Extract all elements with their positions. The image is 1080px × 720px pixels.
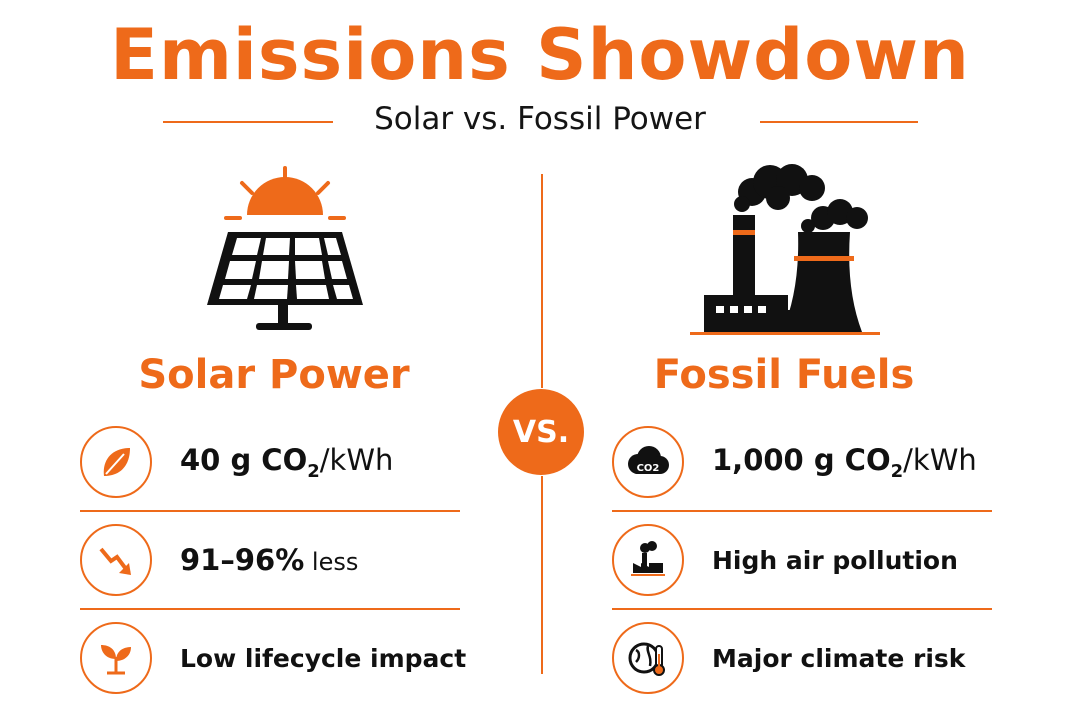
list-item: 40 g CO2/kWh (80, 414, 460, 510)
leaf-icon (80, 426, 152, 498)
solar-emission-value: 40 g CO2/kWh (180, 442, 394, 482)
smoke-icon (734, 164, 868, 233)
trend-down-arrow-icon (80, 524, 152, 596)
page-subtitle: Solar vs. Fossil Power (374, 101, 706, 137)
solar-stats-list: 40 g CO2/kWh 91–96% less Low lifecycle i… (80, 414, 466, 706)
center-divider-bottom (541, 476, 543, 674)
fossil-title: Fossil Fuels (653, 352, 915, 398)
fossil-emission-value: 1,000 g CO2/kWh (712, 442, 977, 482)
subtitle-rule-right (760, 121, 918, 123)
row-divider (80, 608, 460, 610)
factory-icon (612, 524, 684, 596)
list-item: CO2 1,000 g CO2/kWh (612, 414, 992, 510)
vs-badge: VS. (498, 389, 584, 475)
fossil-stats-list: CO2 1,000 g CO2/kWh High air pollution M… (612, 414, 992, 706)
center-divider-top (541, 174, 543, 388)
row-divider (80, 510, 460, 512)
fossil-climate-text: Major climate risk (712, 643, 966, 673)
list-item: Low lifecycle impact (80, 610, 466, 706)
co2-cloud-label: CO2 (637, 463, 660, 474)
solar-panel-icon (207, 232, 363, 330)
solar-lifecycle-text: Low lifecycle impact (180, 643, 467, 673)
list-item: Major climate risk (612, 610, 992, 706)
list-item: 91–96% less (80, 512, 460, 608)
solar-title: Solar Power (138, 352, 410, 398)
subtitle-rule-left (163, 121, 333, 123)
vs-label: VS. (512, 414, 570, 450)
factory-icon (690, 215, 880, 335)
sprout-icon (80, 622, 152, 694)
row-divider (612, 510, 992, 512)
fossil-pollution-text: High air pollution (712, 545, 958, 575)
solar-reduction-value: 91–96% less (180, 543, 359, 577)
row-divider (612, 608, 992, 610)
list-item: High air pollution (612, 512, 992, 608)
solar-panel-with-sun-illustration (207, 166, 363, 330)
sun-icon (224, 166, 346, 220)
co2-cloud-icon: CO2 (612, 426, 684, 498)
factory-with-smokestacks-illustration (690, 164, 880, 335)
page-title: Emissions Showdown (110, 14, 970, 96)
globe-thermometer-icon (612, 622, 684, 694)
